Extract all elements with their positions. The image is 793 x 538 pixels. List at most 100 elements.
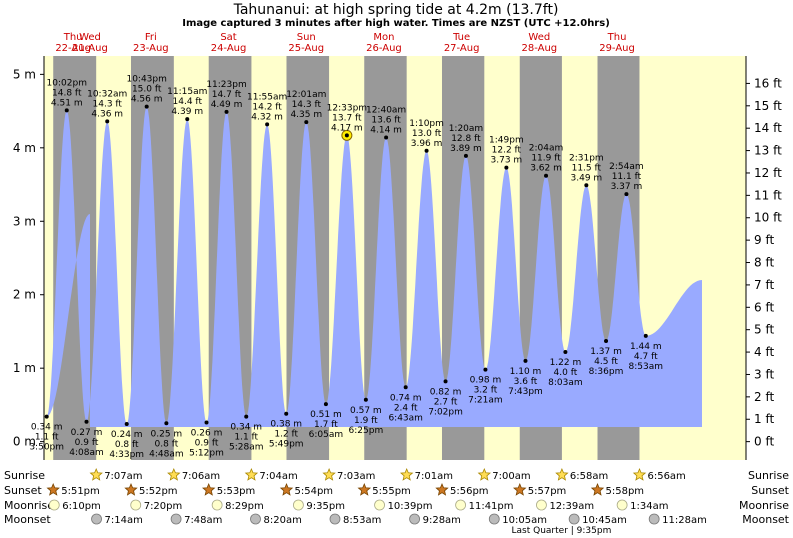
moonrise-row-label-right: Moonrise — [739, 499, 789, 512]
high-tide-point — [384, 135, 389, 140]
moonrise-time-label: 8:29pm — [225, 501, 264, 512]
high-tide-ft: 11.5 ft — [572, 163, 602, 173]
low-tide-time: 7:02pm — [428, 407, 463, 417]
low-tide-m: 0.26 m — [191, 429, 223, 439]
sunset-icon — [435, 482, 449, 496]
y-tick-label-ft: 3 ft — [754, 367, 774, 381]
low-tide-point — [284, 411, 289, 416]
high-tide-m: 4.51 m — [51, 98, 83, 108]
y-tick-label-ft: 9 ft — [754, 233, 774, 247]
low-tide-time: 4:33pm — [109, 450, 144, 460]
sunrise-icon — [477, 467, 491, 481]
high-tide-point — [584, 183, 589, 188]
day-date-label: 22-Aug — [55, 43, 91, 54]
high-tide-point — [224, 109, 229, 114]
y-tick-label-ft: 13 ft — [754, 144, 782, 158]
moonset-time-label: 7:48am — [184, 515, 222, 526]
sunset-icon — [512, 482, 527, 496]
high-tide-ft: 14.2 ft — [252, 102, 282, 112]
low-tide-point — [403, 385, 408, 390]
y-tick-label-ft: 4 ft — [754, 345, 774, 359]
low-tide-point — [604, 339, 609, 344]
high-tide-ft: 14.7 ft — [212, 90, 242, 100]
low-tide-time: 4:48am — [149, 449, 184, 459]
moonset-time-label: 10:05am — [502, 515, 547, 526]
low-tide-ft: 4.5 ft — [594, 357, 618, 367]
y-tick-label-m: 1 m — [13, 361, 36, 375]
low-tide-ft: 1.2 ft — [274, 430, 298, 440]
high-tide-time: 12:40am — [366, 106, 406, 116]
high-tide-ft: 11.1 ft — [612, 172, 642, 182]
sunset-icon — [279, 482, 294, 496]
high-tide-point — [344, 133, 349, 138]
high-tide-time: 12:33pm — [327, 103, 367, 113]
low-tide-point — [483, 367, 488, 372]
sunset-time-label: 5:52pm — [139, 486, 178, 497]
moonset-icon — [250, 513, 261, 525]
high-tide-point — [64, 108, 69, 113]
sunrise-row-label-left: Sunrise — [4, 469, 45, 482]
high-tide-time: 2:31pm — [569, 153, 604, 163]
high-tide-point — [144, 104, 149, 109]
low-tide-m: 1.22 m — [550, 358, 582, 368]
y-tick-label-ft: 6 ft — [754, 300, 774, 314]
sunset-time-label: 5:57pm — [528, 486, 567, 497]
sunrise-icon — [244, 467, 259, 481]
low-tide-time: 8:53am — [629, 362, 664, 372]
sunrise-time-label: 7:04am — [259, 471, 297, 482]
moonset-row-label-left: Moonset — [4, 513, 51, 526]
moonrise-time-label: 6:10pm — [62, 501, 101, 512]
high-tide-m: 3.89 m — [450, 144, 482, 154]
low-tide-point — [363, 397, 368, 402]
sunset-row-label-left: Sunset — [4, 484, 42, 497]
low-tide-m: 1.37 m — [590, 347, 622, 357]
moonrise-icon — [536, 499, 547, 511]
sunrise-time-label: 7:07am — [104, 471, 142, 482]
sunrise-time-label: 7:01am — [415, 471, 453, 482]
low-tide-ft: 2.7 ft — [434, 397, 458, 407]
astro-rows: Sunrise Sunrise 7:07am 7:06am 7:04am 7:03am 7:… — [4, 467, 790, 536]
sunrise-time-label: 7:00am — [492, 471, 530, 482]
moonrise-time-label: 10:39pm — [388, 501, 433, 512]
moonset-icon — [329, 513, 341, 525]
high-tide-time: 11:55am — [247, 92, 287, 102]
sunrise-time-label: 7:03am — [337, 471, 375, 482]
low-tide-time: 4:08am — [69, 448, 104, 458]
high-tide-ft: 14.4 ft — [173, 97, 203, 107]
sunrise-icon — [322, 467, 336, 481]
low-tide-point — [323, 402, 328, 407]
moonset-time-label: 9:28am — [423, 515, 461, 526]
day-date-label: 28-Aug — [522, 43, 558, 54]
low-tide-m: 0.25 m — [151, 429, 183, 439]
high-tide-time: 1:49pm — [489, 136, 524, 146]
high-tide-m: 4.17 m — [331, 123, 363, 133]
day-name-label: Tue — [452, 32, 470, 43]
sunrise-time-label: 6:56am — [647, 471, 685, 482]
high-tide-m: 4.39 m — [171, 107, 203, 117]
low-tide-ft: 4.7 ft — [634, 352, 658, 362]
low-tide-time: 6:43am — [388, 413, 423, 423]
low-tide-point — [204, 420, 209, 425]
high-tide-ft: 13.7 ft — [332, 113, 362, 123]
high-tide-m: 4.32 m — [251, 112, 283, 122]
moonrise-time-label: 7:20pm — [144, 501, 183, 512]
high-tide-time: 12:01am — [286, 90, 326, 100]
day-date-label: 26-Aug — [366, 43, 402, 54]
low-tide-time: 6:25pm — [349, 426, 384, 436]
moonrise-time-label: 12:39am — [549, 501, 594, 512]
moonset-time-label: 7:14am — [105, 515, 143, 526]
moonset-time-label: 10:45am — [582, 515, 627, 526]
low-tide-time: 3:50pm — [29, 443, 64, 453]
moonset-time-label: 8:53am — [343, 515, 381, 526]
moonrise-time-label: 1:34am — [630, 501, 668, 512]
y-tick-label-ft: 10 ft — [754, 211, 782, 225]
low-tide-point — [244, 414, 249, 419]
high-tide-point — [185, 117, 190, 122]
sunrise-icon — [632, 467, 647, 481]
y-tick-label-m: 0 m — [13, 435, 36, 449]
moonrise-time-label: 11:41pm — [469, 501, 514, 512]
low-tide-time: 7:43pm — [508, 387, 543, 397]
moonrise-icon — [48, 499, 60, 511]
y-tick-label-ft: 15 ft — [754, 99, 782, 113]
